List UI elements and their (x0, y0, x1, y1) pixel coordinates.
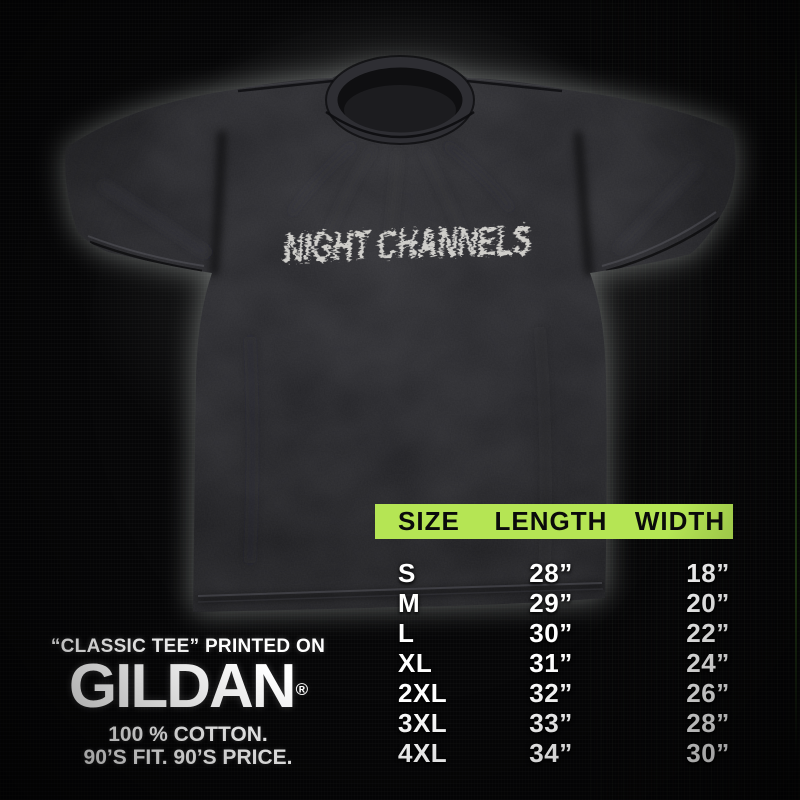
size-value: 2XL (398, 677, 448, 708)
width-value: 28” (686, 707, 730, 738)
shirt-collar (325, 55, 475, 145)
size-chart-row-2xl: 2XL 32” 26” (375, 678, 789, 708)
size-chart-header: SIZE LENGTH WIDTH (375, 504, 733, 539)
gildan-logo: GILDAN® (12, 656, 364, 718)
size-value: 4XL (398, 737, 448, 768)
length-value: 34” (529, 737, 573, 768)
size-value: M (398, 587, 421, 618)
length-value: 32” (529, 677, 573, 708)
size-chart: SIZE LENGTH WIDTH S 28” 18” M 29” 20” L … (375, 504, 789, 768)
size-chart-row-xl: XL 31” 24” (375, 648, 789, 678)
width-value: 24” (686, 647, 730, 678)
size-chart-row-s: S 28” 18” (375, 558, 789, 588)
size-value: S (398, 557, 416, 588)
length-value: 31” (529, 647, 573, 678)
size-chart-header-width: WIDTH (634, 506, 726, 536)
shirt-print-text: NIGHT CHANNELS (280, 214, 529, 270)
cotton-label: 100 % COTTON. (108, 723, 268, 746)
size-chart-header-length: LENGTH (494, 506, 608, 536)
length-value: 28” (529, 557, 573, 588)
size-chart-row-4xl: 4XL 34” 30” (375, 738, 789, 768)
size-value: 3XL (398, 707, 448, 738)
length-value: 33” (529, 707, 573, 738)
width-value: 20” (686, 587, 730, 618)
width-value: 26” (686, 677, 730, 708)
size-chart-rows: S 28” 18” M 29” 20” L 30” 22” XL 31” 24”… (375, 558, 789, 768)
size-value: L (398, 617, 415, 648)
registered-trademark-symbol: ® (295, 680, 309, 699)
size-chart-row-l: L 30” 22” (375, 618, 789, 648)
size-value: XL (398, 647, 433, 678)
fit-price-label: 90’S FIT. 90’S PRICE. (83, 746, 293, 769)
width-value: 18” (686, 557, 730, 588)
size-chart-row-m: M 29” 20” (375, 588, 789, 618)
size-chart-row-3xl: 3XL 33” 28” (375, 708, 789, 738)
width-value: 30” (686, 737, 730, 768)
gildan-logo-text: GILDAN (68, 652, 297, 721)
length-value: 30” (529, 617, 573, 648)
width-value: 22” (686, 617, 730, 648)
size-chart-header-size: SIZE (398, 506, 460, 536)
length-value: 29” (529, 587, 573, 618)
brand-info-block: “CLASSIC TEE” PRINTED ON GILDAN® 100 % C… (12, 636, 364, 769)
